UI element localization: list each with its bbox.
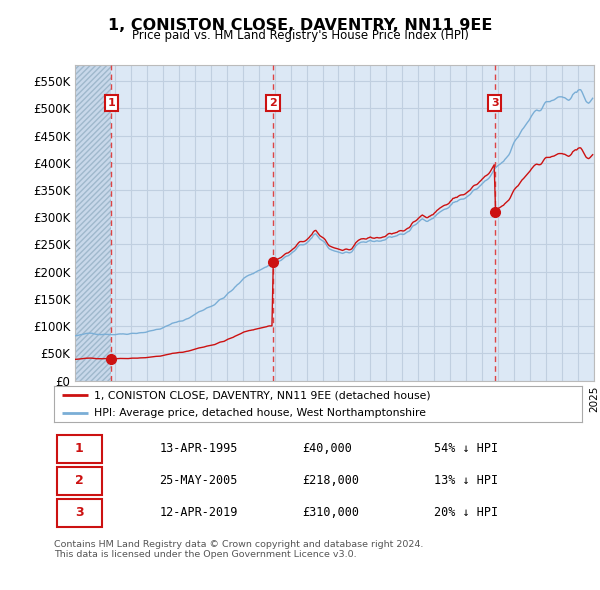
- Text: 1: 1: [75, 442, 83, 455]
- Text: 1: 1: [107, 98, 115, 108]
- Text: 13-APR-1995: 13-APR-1995: [160, 442, 238, 455]
- Text: Price paid vs. HM Land Registry's House Price Index (HPI): Price paid vs. HM Land Registry's House …: [131, 30, 469, 42]
- Text: Contains HM Land Registry data © Crown copyright and database right 2024.
This d: Contains HM Land Registry data © Crown c…: [54, 540, 424, 559]
- Text: £40,000: £40,000: [302, 442, 352, 455]
- FancyBboxPatch shape: [56, 467, 101, 494]
- Text: 25-MAY-2005: 25-MAY-2005: [160, 474, 238, 487]
- Text: 12-APR-2019: 12-APR-2019: [160, 506, 238, 519]
- FancyBboxPatch shape: [56, 499, 101, 526]
- Text: 3: 3: [491, 98, 499, 108]
- Text: 2: 2: [75, 474, 83, 487]
- Text: 13% ↓ HPI: 13% ↓ HPI: [434, 474, 498, 487]
- Text: 1, CONISTON CLOSE, DAVENTRY, NN11 9EE (detached house): 1, CONISTON CLOSE, DAVENTRY, NN11 9EE (d…: [94, 391, 430, 400]
- Text: 3: 3: [75, 506, 83, 519]
- Text: £218,000: £218,000: [302, 474, 359, 487]
- Text: 1, CONISTON CLOSE, DAVENTRY, NN11 9EE: 1, CONISTON CLOSE, DAVENTRY, NN11 9EE: [108, 18, 492, 32]
- Text: £310,000: £310,000: [302, 506, 359, 519]
- Text: 54% ↓ HPI: 54% ↓ HPI: [434, 442, 498, 455]
- FancyBboxPatch shape: [56, 435, 101, 463]
- Text: HPI: Average price, detached house, West Northamptonshire: HPI: Average price, detached house, West…: [94, 408, 425, 418]
- Text: 20% ↓ HPI: 20% ↓ HPI: [434, 506, 498, 519]
- Text: 2: 2: [269, 98, 277, 108]
